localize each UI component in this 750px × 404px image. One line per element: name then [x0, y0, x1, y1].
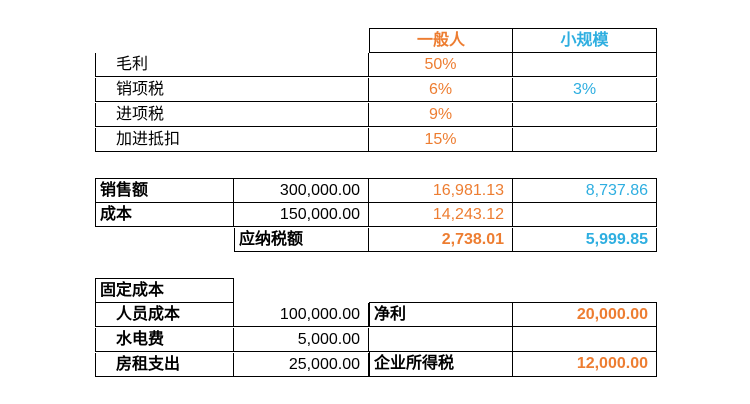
- label-input-tax: 进项税: [95, 103, 369, 127]
- label-rent: 房租支出: [95, 353, 234, 377]
- gross-margin-general: 50%: [369, 53, 513, 77]
- rent-amount: 25,000.00: [234, 353, 369, 377]
- extra-deduction-general: 15%: [369, 128, 513, 152]
- header-general: 一般人: [369, 28, 513, 53]
- cost-small: [513, 203, 657, 227]
- net-profit-value: 20,000.00: [513, 302, 657, 327]
- tax-payable-general: 2,738.01: [369, 228, 513, 252]
- output-tax-general: 6%: [369, 78, 513, 102]
- cost-amount: 150,000.00: [234, 203, 369, 227]
- label-cost: 成本: [95, 203, 234, 227]
- label-utilities: 水电费: [95, 328, 234, 352]
- label-net-profit: 净利: [369, 302, 513, 327]
- gross-margin-small: [513, 53, 657, 77]
- sales-amount: 300,000.00: [234, 178, 369, 203]
- sales-small: 8,737.86: [513, 178, 657, 203]
- output-tax-small: 3%: [513, 78, 657, 102]
- label-staff-cost: 人员成本: [95, 303, 234, 327]
- header-small-scale: 小规模: [513, 28, 657, 53]
- label-fixed-cost: 固定成本: [95, 278, 234, 303]
- empty-cell: [513, 327, 657, 352]
- input-tax-small: [513, 103, 657, 127]
- label-income-tax: 企业所得税: [369, 352, 513, 377]
- cost-general: 14,243.12: [369, 203, 513, 227]
- tax-payable-small: 5,999.85: [513, 228, 657, 252]
- label-output-tax: 销项税: [95, 78, 369, 102]
- input-tax-general: 9%: [369, 103, 513, 127]
- label-tax-payable: 应纳税额: [234, 228, 369, 252]
- extra-deduction-small: [513, 128, 657, 152]
- sales-general: 16,981.13: [369, 178, 513, 203]
- income-tax-value: 12,000.00: [513, 352, 657, 377]
- staff-cost-amount: 100,000.00: [234, 303, 369, 327]
- label-gross-margin: 毛利: [95, 53, 369, 77]
- label-extra-deduction: 加进抵扣: [95, 128, 369, 152]
- empty-cell: [369, 327, 513, 352]
- utilities-amount: 5,000.00: [234, 328, 369, 352]
- label-sales: 销售额: [95, 178, 234, 203]
